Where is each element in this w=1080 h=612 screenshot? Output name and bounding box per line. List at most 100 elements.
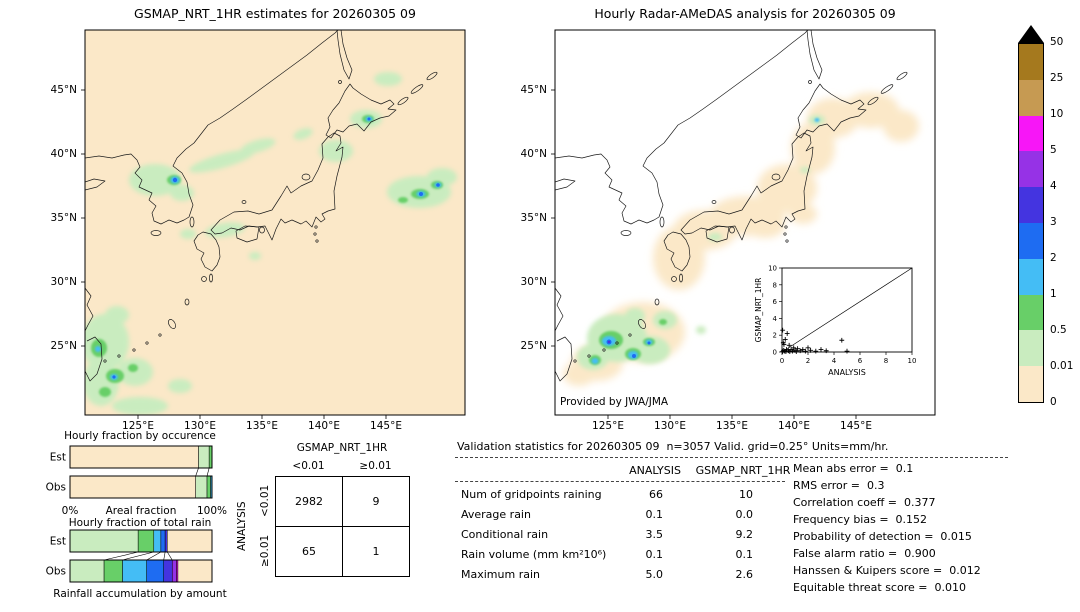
contingency-grid: 2982 9 65 1 bbox=[275, 476, 410, 577]
divider bbox=[455, 481, 785, 482]
stat-gsmap-value: 9.2 bbox=[735, 528, 754, 541]
colorbar-segment bbox=[1019, 258, 1043, 295]
lon-tick-label: 130°E bbox=[654, 420, 686, 432]
lon-tick-label: 140°E bbox=[308, 420, 340, 432]
colorbar-overflow-triangle bbox=[1018, 25, 1044, 43]
lat-tick-label: 25°N bbox=[520, 340, 547, 352]
bar-row-label: Obs bbox=[46, 566, 66, 578]
svg-text:10: 10 bbox=[908, 357, 917, 365]
intense-rain-layer bbox=[112, 117, 440, 379]
svg-text:10: 10 bbox=[768, 265, 777, 273]
axis-zero-label: 0% bbox=[61, 505, 79, 517]
colorbar-segment bbox=[1019, 79, 1043, 116]
metric-line: RMS error = 0.3 bbox=[793, 479, 885, 492]
svg-text:4: 4 bbox=[773, 315, 778, 323]
stat-row-label: Maximum rain bbox=[461, 568, 540, 581]
lat-tick-label: 45°N bbox=[50, 84, 77, 96]
validation-statistics: Validation statistics for 20260305 09 n=… bbox=[455, 440, 1015, 610]
colorbar-segment bbox=[1019, 366, 1043, 402]
radar-map-canvas: 0 2 4 6 8 10 0 2 4 6 8 10 ANALYSIS GSMAP_NRT_1HR bbox=[551, 29, 936, 419]
stats-rows: Num of gridpoints raining 66 10 Average rai… bbox=[455, 440, 1015, 610]
lon-tick-label: 145°E bbox=[370, 420, 402, 432]
colorbar-segment bbox=[1019, 294, 1043, 331]
contingency-cell: 2982 bbox=[276, 477, 343, 527]
totalrain-bar-chart: Est Obs bbox=[46, 529, 213, 583]
lon-tick-label: 135°E bbox=[716, 420, 748, 432]
svg-text:6: 6 bbox=[858, 357, 863, 365]
contingency-row-header-0: <0.01 bbox=[259, 484, 271, 518]
colorbar-tick-label: 25 bbox=[1050, 72, 1064, 84]
colorbar-segment bbox=[1019, 222, 1043, 259]
metric-line: Equitable threat score = 0.010 bbox=[793, 581, 966, 594]
stat-analysis-value: 5.0 bbox=[645, 568, 664, 581]
colorbar-tick-label: 4 bbox=[1050, 180, 1057, 192]
metric-line: Correlation coeff = 0.377 bbox=[793, 496, 936, 509]
left-map-title: GSMAP_NRT_1HR estimates for 20260305 09 bbox=[134, 6, 416, 21]
axis-title: Areal fraction bbox=[105, 505, 177, 517]
stats-col-gsmap: GSMAP_NRT_1HR bbox=[695, 464, 791, 477]
radar-analysis-map: Hourly Radar-AMeDAS analysis for 2026030… bbox=[521, 6, 936, 432]
lon-tick-label: 130°E bbox=[184, 420, 216, 432]
lat-tick-label: 45°N bbox=[520, 84, 547, 96]
colorbar-segment bbox=[1019, 115, 1043, 152]
colorbar-tick-label: 0.01 bbox=[1050, 360, 1074, 372]
stat-gsmap-value: 0.0 bbox=[735, 508, 754, 521]
extreme-rain-layer bbox=[607, 340, 611, 344]
occurrence-bar-chart: Est Obs bbox=[46, 445, 213, 499]
colorbar-segment bbox=[1019, 330, 1043, 367]
contingency-row-header-1: ≥0.01 bbox=[259, 534, 271, 568]
metric-line: Hanssen & Kuipers score = 0.012 bbox=[793, 564, 981, 577]
svg-text:6: 6 bbox=[773, 298, 778, 306]
coastlines bbox=[555, 30, 908, 382]
stats-metrics: Mean abs error = 0.1 RMS error = 0.3 Corre… bbox=[455, 440, 1015, 610]
occurrence-chart-title: Hourly fraction by occurence bbox=[64, 430, 216, 442]
lon-tick-label: 145°E bbox=[840, 420, 872, 432]
stats-title: Validation statistics for 20260305 09 n=… bbox=[457, 440, 889, 453]
svg-text:0: 0 bbox=[773, 349, 777, 357]
stat-gsmap-value: 10 bbox=[739, 488, 753, 501]
lon-tick-label: 140°E bbox=[778, 420, 810, 432]
map-ticks bbox=[81, 89, 387, 419]
lon-tick-label: 125°E bbox=[592, 420, 624, 432]
stats-col-analysis: ANALYSIS bbox=[629, 464, 681, 477]
inset-xlabel: ANALYSIS bbox=[828, 368, 866, 377]
stat-row-label: Conditional rain bbox=[461, 528, 549, 541]
stat-gsmap-value: 2.6 bbox=[735, 568, 754, 581]
stat-row-label: Average rain bbox=[461, 508, 531, 521]
contingency-col-title: GSMAP_NRT_1HR bbox=[296, 442, 388, 454]
metric-line: Frequency bias = 0.152 bbox=[793, 513, 928, 526]
colorbar-scale bbox=[1018, 43, 1044, 403]
lat-tick-label: 30°N bbox=[520, 276, 547, 288]
totalrain-chart-title: Hourly fraction of total rain bbox=[68, 517, 212, 529]
bar-row-label: Est bbox=[50, 536, 66, 548]
svg-text:4: 4 bbox=[832, 357, 837, 365]
gsmap-estimate-map: GSMAP_NRT_1HR estimates for 20260305 09 bbox=[51, 6, 466, 432]
contingency-cell: 9 bbox=[343, 477, 410, 527]
gsmap-map-canvas bbox=[81, 29, 466, 419]
stat-analysis-value: 3.5 bbox=[645, 528, 664, 541]
stat-analysis-value: 0.1 bbox=[645, 508, 664, 521]
right-map-title: Hourly Radar-AMeDAS analysis for 2026030… bbox=[594, 6, 896, 21]
contingency-cell: 1 bbox=[343, 527, 410, 577]
inset-ylabel: GSMAP_NRT_1HR bbox=[754, 278, 763, 343]
data-credit: Provided by JWA/JMA bbox=[560, 396, 669, 408]
colorbar-tick-label: 3 bbox=[1050, 216, 1057, 228]
axis-hundred-label: 100% bbox=[196, 505, 228, 517]
contingency-row-title: ANALYSIS bbox=[236, 501, 248, 551]
coastlines bbox=[85, 30, 438, 382]
contingency-cell: 65 bbox=[276, 527, 343, 577]
colorbar-tick-label: 10 bbox=[1050, 108, 1064, 120]
lat-tick-label: 35°N bbox=[50, 212, 77, 224]
lat-tick-label: 35°N bbox=[520, 212, 547, 224]
colorbar-tick-label: 0 bbox=[1050, 396, 1057, 408]
lon-tick-label: 125°E bbox=[122, 420, 154, 432]
colorbar-tick-label: 1 bbox=[1050, 288, 1057, 300]
areal-fraction-axis: 0% Areal fraction 100% bbox=[40, 505, 240, 519]
stat-gsmap-value: 0.1 bbox=[735, 548, 754, 561]
stat-analysis-value: 66 bbox=[649, 488, 663, 501]
stat-row-label: Num of gridpoints raining bbox=[461, 488, 602, 501]
colorbar-tick-label: 5 bbox=[1050, 144, 1057, 156]
stat-row-label: Rain volume (mm km²10⁶) bbox=[461, 548, 607, 561]
lat-tick-label: 30°N bbox=[50, 276, 77, 288]
map-frame bbox=[84, 29, 466, 416]
